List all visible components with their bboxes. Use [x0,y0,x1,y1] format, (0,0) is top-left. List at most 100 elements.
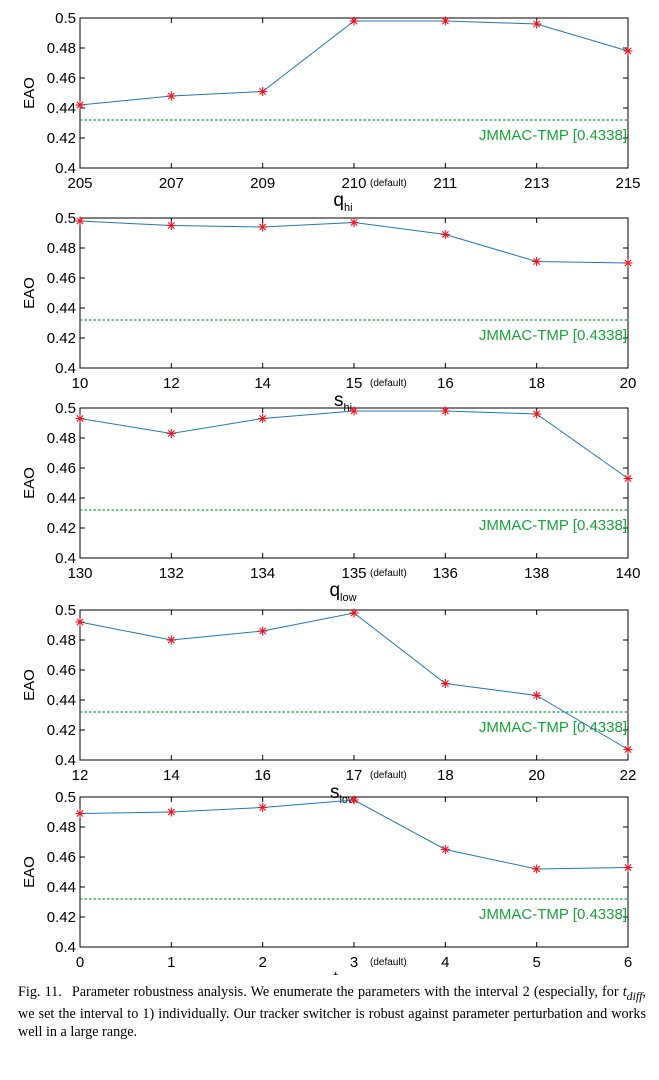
data-point [349,16,359,26]
default-marker-label: (default) [370,178,407,189]
x-tick-label: 22 [620,767,637,784]
caption-math: tdiff [622,984,643,1003]
y-tick-label: 0.42 [47,520,76,537]
data-point [258,803,268,812]
data-point [440,679,450,688]
data-point [258,414,268,423]
y-tick-label: 0.44 [47,300,76,317]
plot-frame [79,796,629,948]
data-point [166,635,176,645]
data-point [532,691,542,700]
baseline-label: JMMAC-TMP [0.4338] [479,517,627,534]
data-point [440,406,450,416]
y-tick-label: 0.5 [55,10,76,27]
data-point [349,406,359,416]
data-point [75,617,85,627]
data-point [623,46,633,56]
x-tick-label: 140 [615,565,640,582]
x-tick-label: 136 [433,565,458,582]
y-tick-label: 0.4 [55,550,76,567]
chart-4: 0.4 0.42 0.44 0.46 0.48 0.5 12 14 16 17 (default) 1… [21,602,636,806]
x-tick-label: 2 [258,954,266,971]
chart-5: 0.4 0.42 0.44 0.46 0.48 0.5 0 1 2 3 (default) 4 5 6 EA… [21,789,633,975]
y-tick-label: 0.48 [47,240,76,257]
y-tick-label: 0.44 [47,100,76,117]
default-marker-label: (default) [370,568,407,579]
y-tick-label: 0.42 [47,909,76,926]
x-tick-label: 6 [624,954,632,971]
data-point [349,218,359,227]
x-tick-label: 14 [254,375,271,392]
chart-2: 0.4 0.42 0.44 0.46 0.48 0.5 10 12 14 15 (default) 1… [21,210,636,414]
y-tick-label: 0.5 [55,400,76,417]
x-axis-label: shi [334,390,352,414]
data-point [75,216,85,226]
x-axis-label: qlow [329,580,356,604]
data-point [349,608,359,618]
y-tick-label: 0.4 [55,752,76,769]
series-line [79,20,629,106]
y-tick-label: 0.42 [47,722,76,739]
y-tick-label: 0.46 [47,849,76,866]
y-tick-label: 0.5 [55,789,76,806]
x-tick-label: 134 [250,565,275,582]
x-tick-label: 16 [437,375,454,392]
data-point [258,222,268,232]
x-tick-label: 1 [167,954,175,971]
x-tick-label: 4 [441,954,449,971]
baseline-label: JMMAC-TMP [0.4338] [479,127,627,144]
y-axis-label: EAO [21,856,38,888]
y-tick-label: 0.48 [47,819,76,836]
caption-text-1: Parameter robustness analysis. We enumer… [71,984,623,1000]
data-point [623,863,633,872]
data-point [75,809,85,818]
data-point [166,429,176,438]
x-tick-label: 207 [159,175,184,192]
x-tick-label: 16 [254,767,271,784]
x-tick-label: 14 [163,767,180,784]
y-axis-label: EAO [21,669,38,701]
x-tick-label: 15 [346,375,363,392]
x-tick-label: 18 [437,767,454,784]
data-point [440,230,450,239]
x-tick-label: 210 [341,175,366,192]
y-tick-label: 0.44 [47,879,76,896]
x-tick-label: 20 [620,375,637,392]
y-tick-label: 0.44 [47,490,76,507]
data-point [623,474,633,483]
baseline-label: JMMAC-TMP [0.4338] [479,719,627,736]
data-point [532,409,542,419]
baseline-label: JMMAC-TMP [0.4338] [479,906,627,923]
x-tick-label: 135 [341,565,366,582]
default-marker-label: (default) [370,957,407,968]
data-point [75,100,85,110]
x-tick-label: 211 [433,175,457,192]
x-tick-label: 0 [76,954,84,971]
data-point [532,19,542,29]
x-tick-label: 5 [532,954,540,971]
y-tick-label: 0.42 [47,130,76,147]
data-point [166,807,176,817]
figure-caption: Fig. 11. Parameter robustness analysis. W… [18,983,646,1041]
y-tick-label: 0.46 [47,460,76,477]
y-tick-label: 0.4 [55,939,76,956]
x-tick-label: 12 [72,767,89,784]
y-tick-label: 0.42 [47,330,76,347]
x-tick-label: 209 [250,175,275,192]
data-point [166,221,176,230]
data-point [623,258,633,268]
y-tick-label: 0.5 [55,602,76,619]
data-point [440,845,450,854]
y-tick-label: 0.44 [47,692,76,709]
y-tick-label: 0.48 [47,40,76,57]
y-tick-label: 0.46 [47,270,76,287]
y-tick-label: 0.4 [55,160,76,177]
y-axis-label: EAO [21,77,38,109]
y-tick-label: 0.4 [55,360,76,377]
data-point [258,626,268,636]
data-point [440,16,450,26]
plot-frame [79,17,629,169]
series-line [79,799,629,870]
x-tick-label: 132 [159,565,184,582]
